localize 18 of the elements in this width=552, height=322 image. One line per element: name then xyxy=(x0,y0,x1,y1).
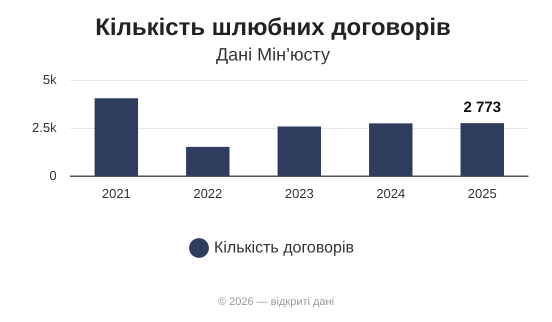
chart-subtitle: Дані Мін’юсту xyxy=(216,44,330,65)
bar xyxy=(369,123,412,176)
bar xyxy=(94,98,138,176)
bar xyxy=(186,146,230,176)
x-tick-label: 2024 xyxy=(376,186,406,201)
legend-label: Кількість договорів xyxy=(214,239,354,256)
bar xyxy=(278,126,322,176)
chart-title: Кількість шлюбних договорів xyxy=(95,14,451,42)
y-tick-label: 5k xyxy=(42,72,58,87)
bar xyxy=(460,123,504,176)
x-tick-label: 2025 xyxy=(468,186,497,201)
y-tick-label: 0 xyxy=(49,168,57,183)
text: © 2026 — відкриті дані xyxy=(216,296,336,308)
x-tick-label: 2022 xyxy=(193,186,222,201)
y-tick-label: 2.5k xyxy=(32,120,58,135)
x-tick-label: 2023 xyxy=(284,186,314,201)
x-tick-label: 2021 xyxy=(102,186,131,201)
data-label: 2 773 xyxy=(463,98,502,116)
